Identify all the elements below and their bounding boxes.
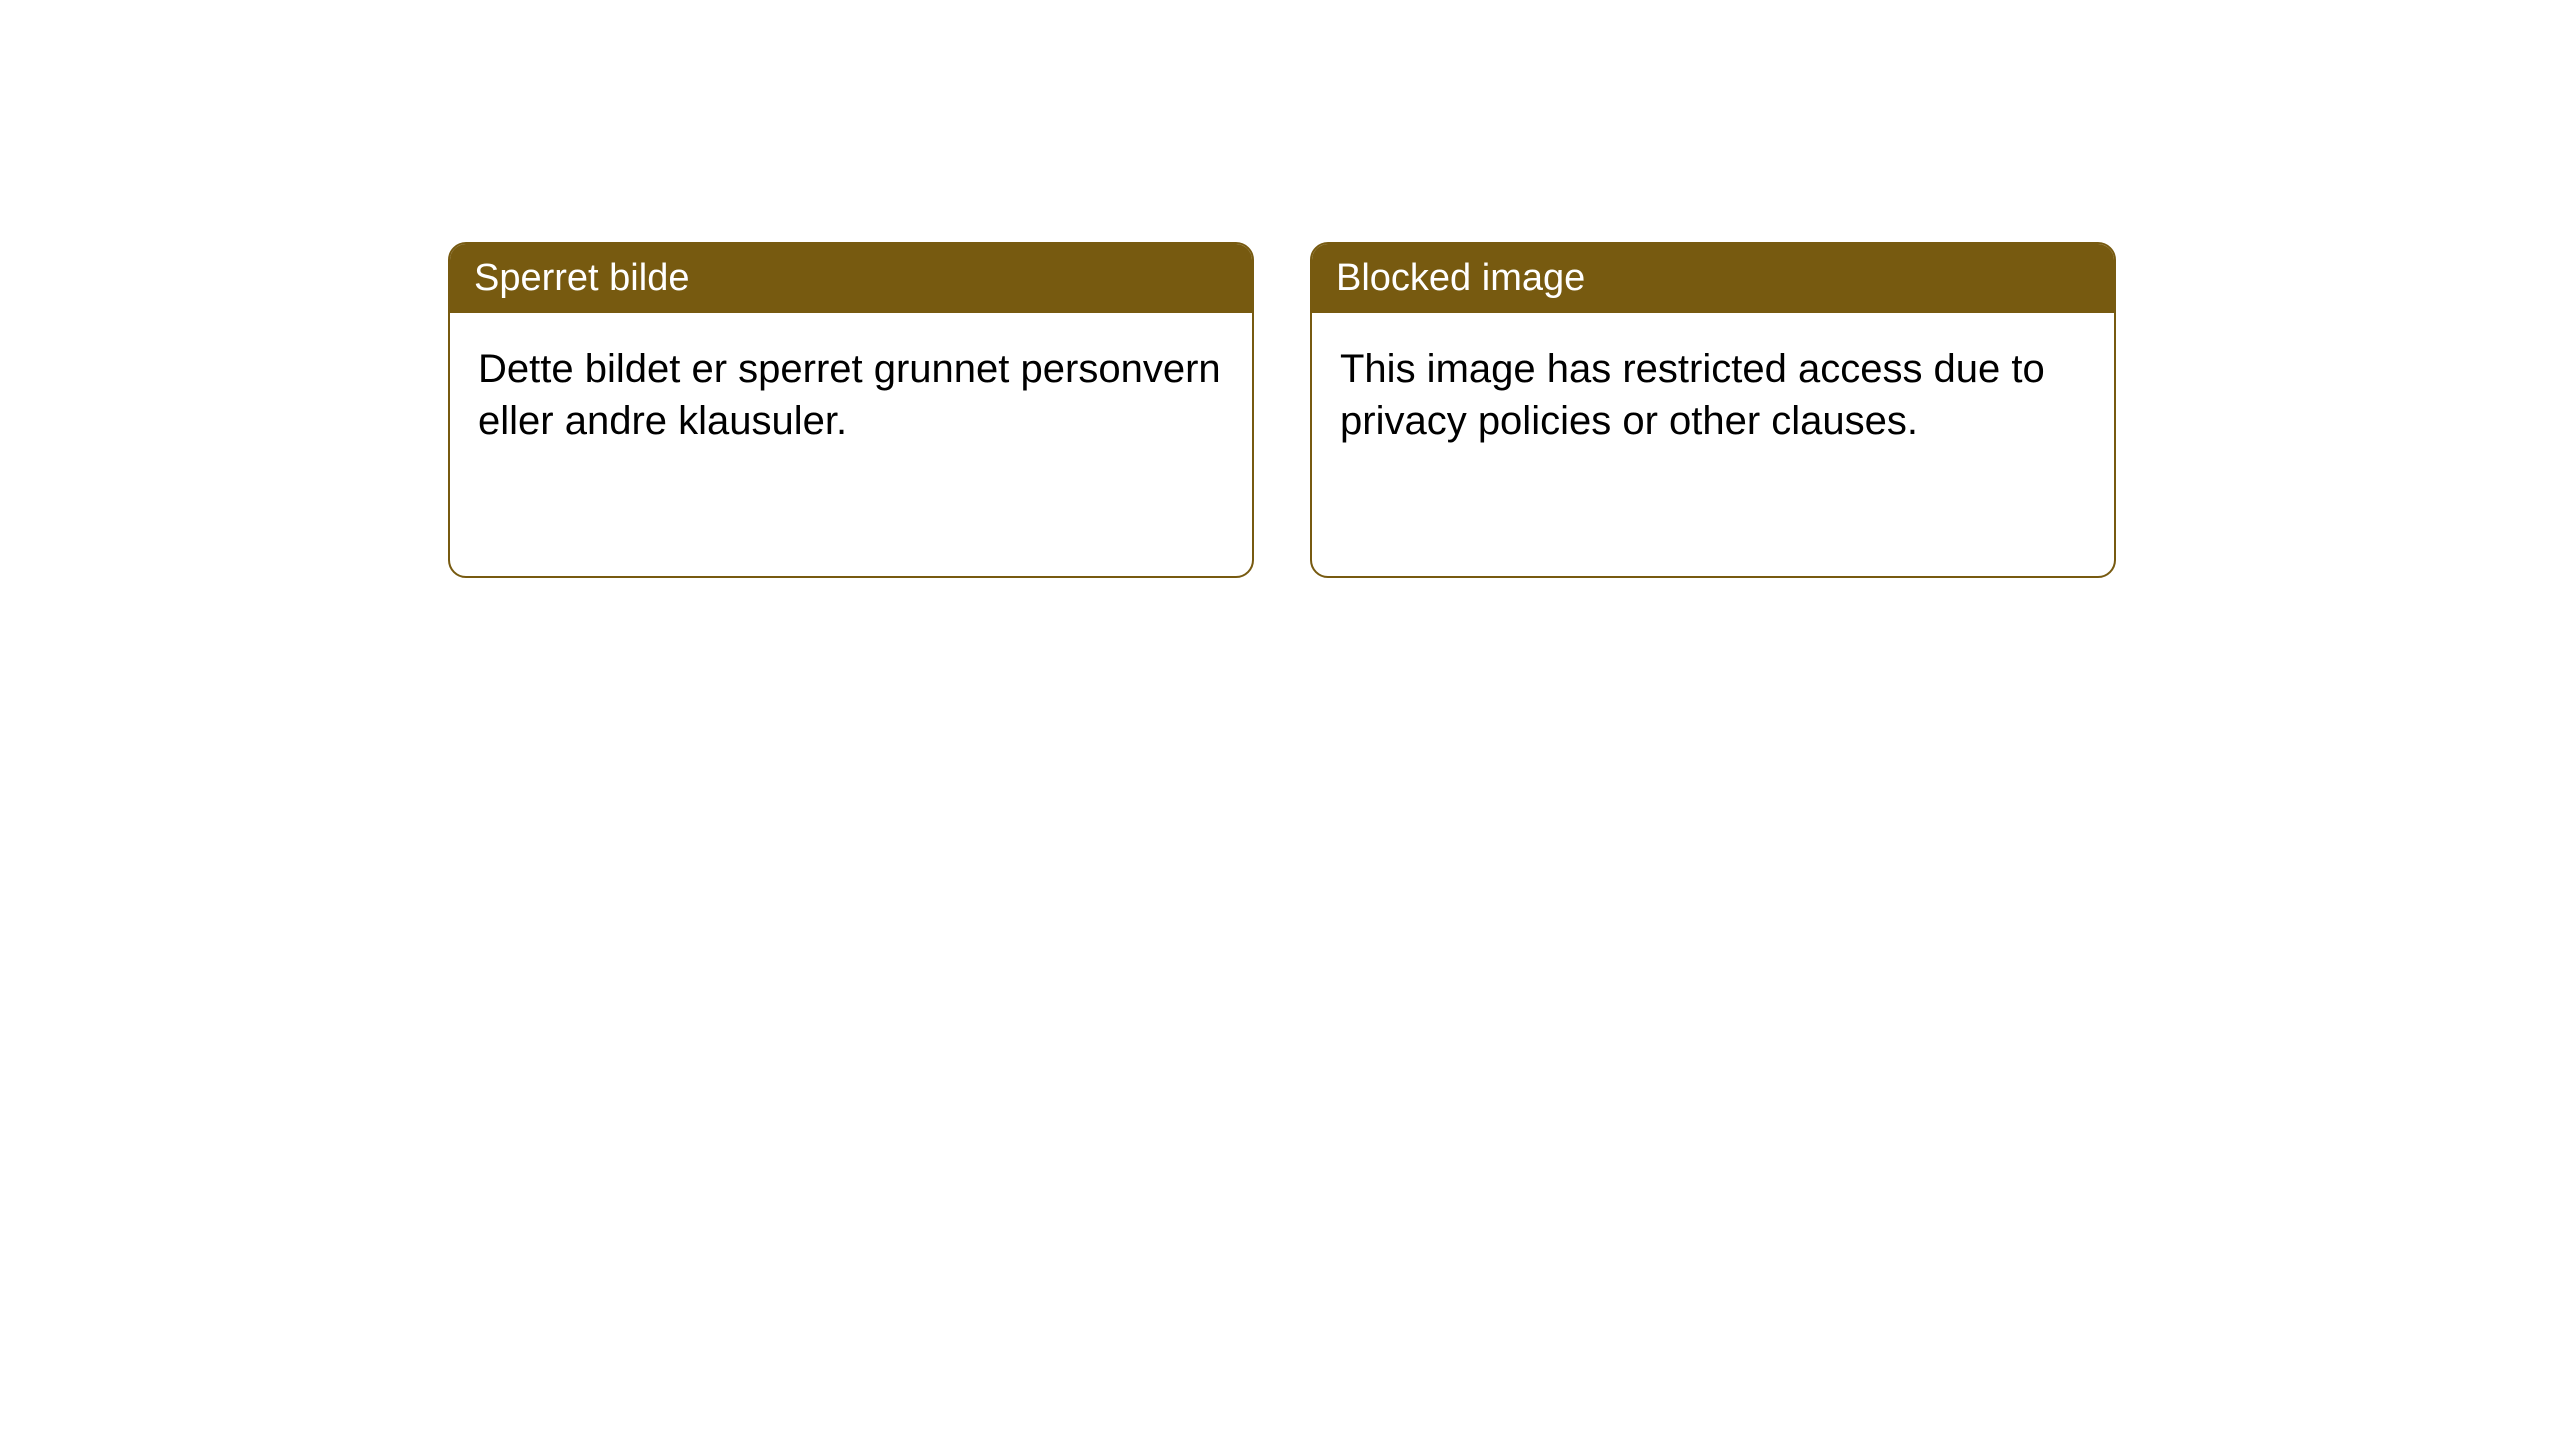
notice-box-english: Blocked image This image has restricted … [1310,242,2116,578]
notice-box-norwegian: Sperret bilde Dette bildet er sperret gr… [448,242,1254,578]
notice-header-english: Blocked image [1312,244,2114,313]
notice-header-norwegian: Sperret bilde [450,244,1252,313]
notice-body-norwegian: Dette bildet er sperret grunnet personve… [450,313,1252,477]
notice-body-english: This image has restricted access due to … [1312,313,2114,477]
notices-container: Sperret bilde Dette bildet er sperret gr… [0,0,2560,578]
